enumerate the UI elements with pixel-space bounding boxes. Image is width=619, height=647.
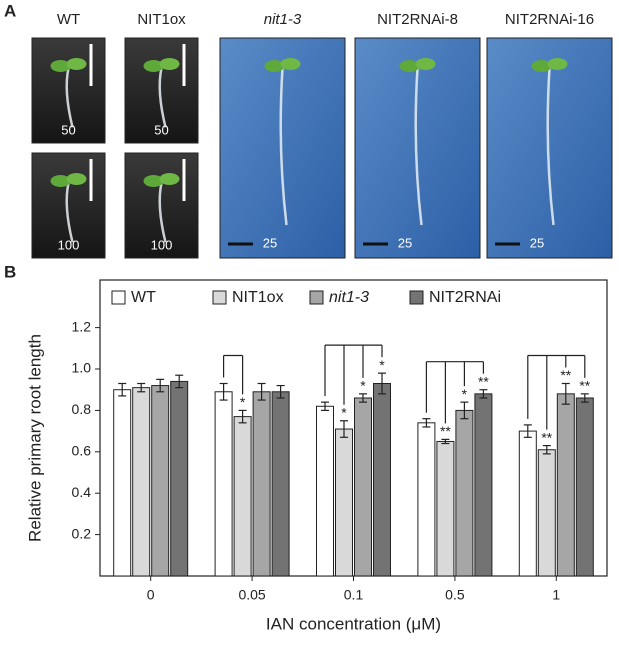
seedling-stem — [158, 67, 167, 128]
bar — [373, 382, 391, 577]
x-axis-label: IAN concentration (μM) — [266, 614, 441, 633]
seedling-leaf — [66, 173, 87, 185]
scale-label: 50 — [61, 122, 75, 137]
bar — [316, 405, 334, 577]
scale-label: 25 — [398, 235, 412, 250]
photo — [31, 37, 106, 144]
y-tick-label: 0.6 — [72, 443, 92, 459]
bar — [252, 391, 271, 577]
bar — [170, 380, 189, 577]
bar — [233, 416, 252, 577]
bar — [214, 391, 233, 577]
column-title: nit1-3 — [264, 11, 302, 28]
seedling-leaf — [415, 58, 436, 70]
x-tick-label: 0.1 — [344, 587, 364, 603]
legend-swatch — [409, 290, 424, 305]
significance-label: ** — [579, 378, 590, 394]
legend-swatch — [309, 290, 324, 305]
seedling-stem — [279, 67, 288, 226]
scale-label: 50 — [154, 122, 168, 137]
legend-label: NIT1ox — [232, 289, 284, 306]
seedling-leaf — [399, 60, 420, 72]
scale-label: 100 — [58, 237, 80, 252]
bar — [417, 422, 436, 577]
panel-a: A — [4, 1, 16, 20]
legend-label: WT — [131, 289, 156, 306]
bar — [151, 385, 170, 577]
seedling-leaf — [159, 58, 180, 70]
y-tick-label: 0.2 — [72, 525, 92, 541]
legend-label: nit1-3 — [329, 289, 369, 306]
photo — [31, 152, 106, 259]
legend-swatch — [212, 290, 227, 305]
bar — [537, 449, 556, 577]
seedling-leaf — [143, 60, 164, 72]
seedling-leaf — [50, 60, 71, 72]
significance-label: * — [341, 404, 347, 420]
bar — [335, 428, 353, 577]
column-title: NIT2RNAi-16 — [505, 11, 594, 28]
seedling-leaf — [531, 60, 552, 72]
seedling-stem — [414, 67, 423, 226]
seedling-stem — [158, 182, 167, 243]
y-tick-label: 0.4 — [72, 484, 92, 500]
y-tick-label: 0.8 — [72, 401, 92, 417]
bar — [354, 397, 372, 577]
significance-label: * — [240, 394, 246, 410]
significance-label: * — [462, 386, 468, 402]
seedling-leaf — [143, 175, 164, 187]
significance-label: ** — [440, 423, 451, 439]
y-tick-label: 1.0 — [72, 360, 92, 376]
seedling-leaf — [66, 58, 87, 70]
significance-label: * — [379, 357, 385, 373]
bar — [556, 393, 575, 577]
y-axis-label: Relative primary root length — [25, 334, 44, 542]
photo — [124, 152, 199, 259]
scale-label: 25 — [530, 235, 544, 250]
y-tick-label: 1.2 — [72, 318, 92, 334]
bar — [132, 387, 151, 577]
significance-label: ** — [541, 429, 552, 445]
column-title: WT — [57, 11, 80, 28]
bar — [271, 391, 290, 577]
legend-swatch — [111, 290, 126, 305]
x-tick-label: 1 — [552, 587, 560, 603]
seedling-leaf — [547, 58, 568, 70]
bar — [113, 389, 132, 577]
seedling-leaf — [50, 175, 71, 187]
x-tick-label: 0.05 — [238, 587, 265, 603]
photo — [124, 37, 199, 144]
x-tick-label: 0.5 — [445, 587, 465, 603]
column-title: NIT1ox — [137, 11, 186, 28]
significance-label: * — [360, 378, 366, 394]
bar — [455, 409, 474, 577]
panel-label: B — [4, 262, 16, 281]
scale-label: 25 — [263, 235, 277, 250]
seedling-leaf — [264, 60, 285, 72]
seedling-stem — [65, 67, 74, 128]
bar — [474, 393, 493, 577]
panel-label: A — [4, 1, 16, 20]
bar — [436, 440, 455, 577]
bar — [575, 397, 594, 577]
bar — [518, 430, 537, 577]
seedling-leaf — [159, 173, 180, 185]
scale-label: 100 — [151, 237, 173, 252]
column-title: NIT2RNAi-8 — [377, 11, 458, 28]
x-tick-label: 0 — [147, 587, 155, 603]
seedling-stem — [546, 67, 555, 226]
significance-label: ** — [560, 367, 571, 383]
significance-label: ** — [478, 373, 489, 389]
panel-b: B — [4, 262, 16, 281]
seedling-leaf — [280, 58, 301, 70]
legend-label: NIT2RNAi — [429, 289, 501, 306]
seedling-stem — [65, 182, 74, 243]
